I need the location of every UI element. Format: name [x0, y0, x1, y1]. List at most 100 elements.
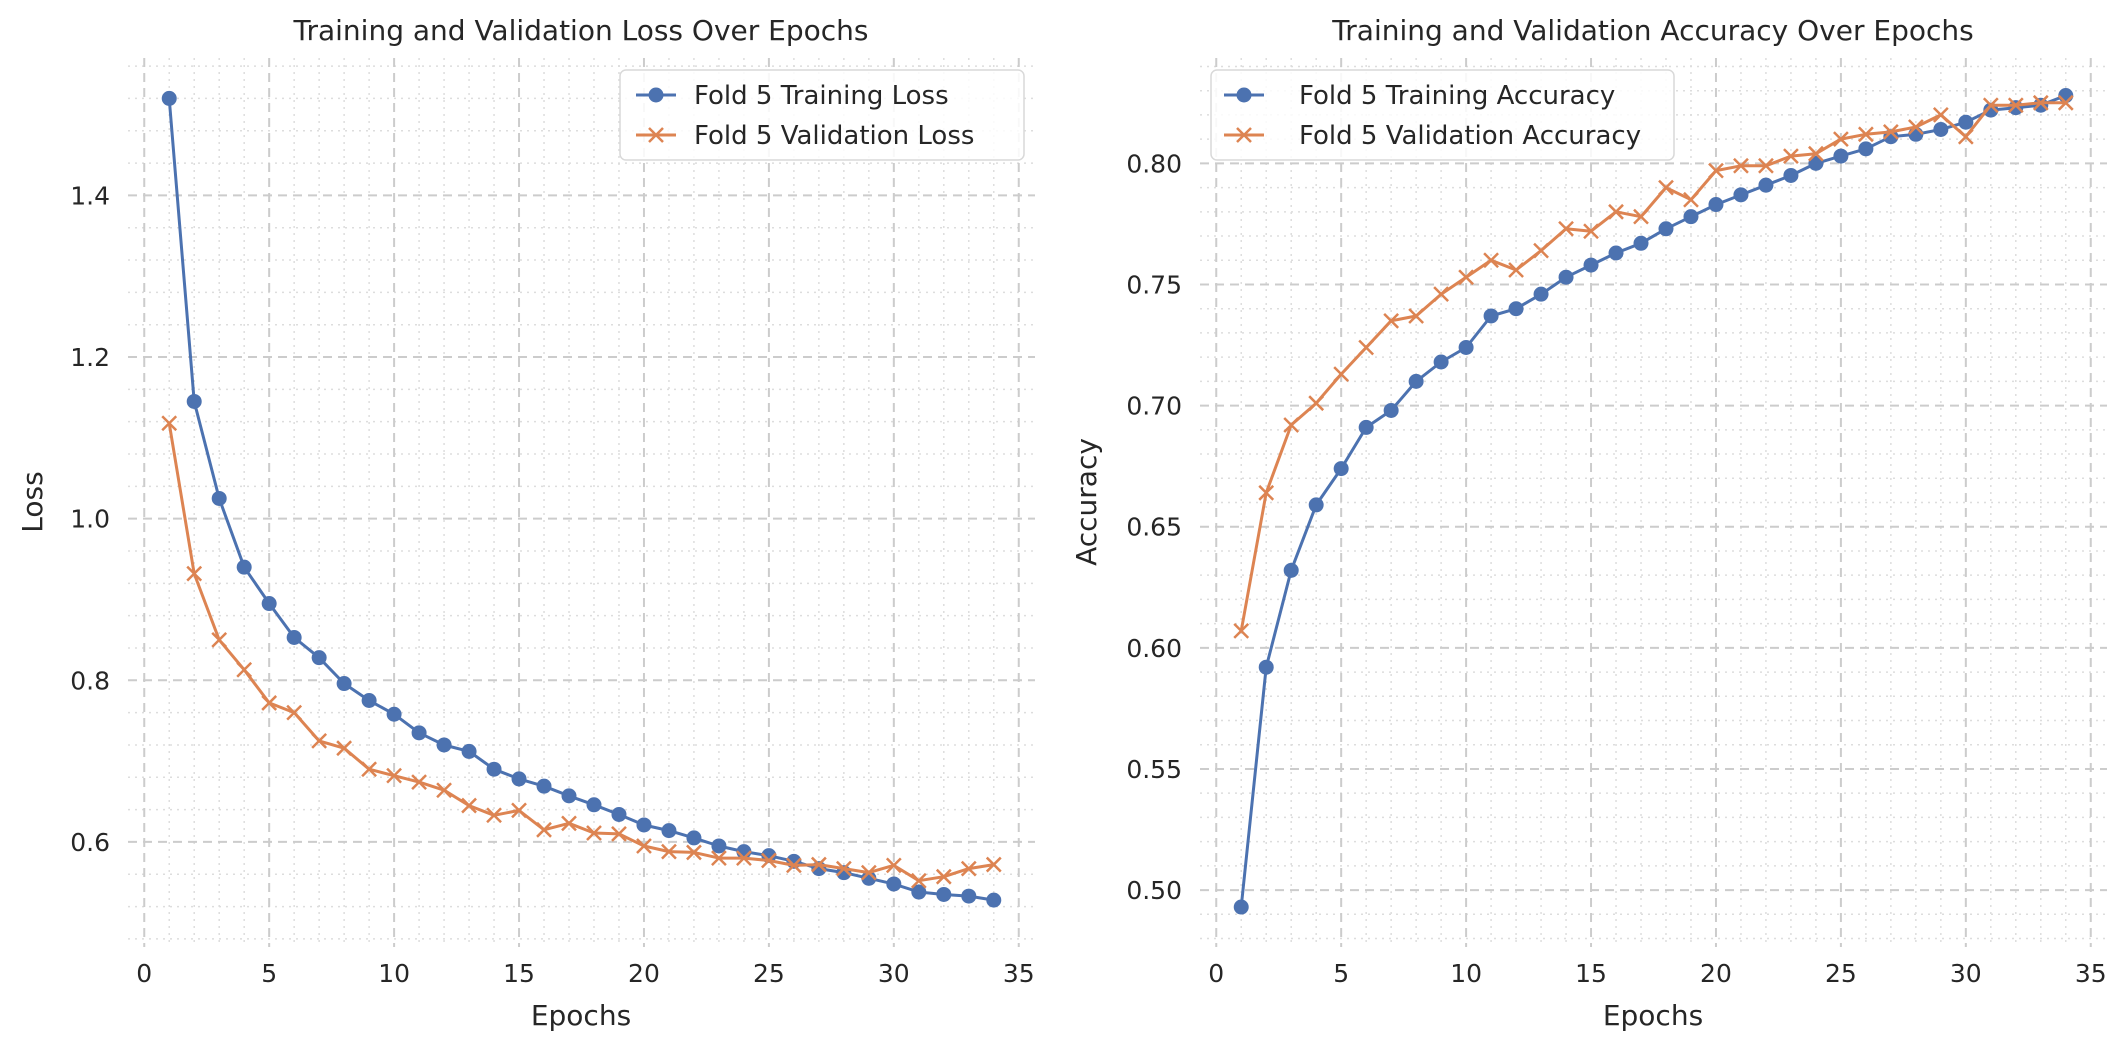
x-tick-label: 25: [753, 959, 785, 988]
accuracy-series: [1233, 88, 2074, 915]
data-point-training: [1858, 141, 1874, 157]
data-point-validation: [161, 415, 178, 432]
data-point-validation: [386, 767, 402, 784]
data-point-training: [1933, 121, 1949, 137]
data-point-training: [1708, 197, 1724, 213]
loss-series: [161, 90, 1002, 908]
x-tick-label: 0: [1208, 959, 1224, 988]
x-tick-label: 30: [878, 959, 910, 988]
data-point-validation: [686, 844, 702, 861]
data-point-training: [1433, 354, 1449, 370]
data-point-validation: [361, 761, 378, 778]
data-point-validation: [261, 695, 278, 711]
legend-item-training-accuracy: Fold 5 Training Accuracy: [1224, 81, 1615, 111]
data-point-training: [2008, 100, 2024, 116]
legend-circle-marker-icon: [648, 87, 664, 103]
data-point-validation: [860, 864, 877, 881]
legend-x-marker-icon: [1236, 127, 1252, 143]
data-point-training: [1333, 461, 1349, 477]
data-point-validation: [561, 815, 577, 832]
y-tick-label: 0.60: [1126, 634, 1182, 663]
x-tick-label: 15: [503, 959, 535, 988]
data-point-validation: [411, 774, 427, 791]
data-point-training: [1383, 402, 1399, 418]
loss-legend: Fold 5 Training Loss Fold 5 Validation L…: [619, 69, 1025, 161]
accuracy-series-line-training: [1239, 94, 2067, 908]
data-point-validation: [1758, 157, 1774, 174]
data-point-validation: [736, 850, 752, 866]
data-point-training: [636, 817, 652, 833]
x-tick-label: 0: [136, 959, 152, 988]
data-point-training: [1283, 562, 1299, 578]
data-point-training: [1833, 148, 1849, 164]
data-point-validation: [1608, 203, 1624, 220]
data-point-validation: [810, 856, 827, 873]
data-point-validation: [586, 825, 602, 841]
accuracy-series-line-validation: [1239, 101, 2066, 632]
accuracy-legend: Fold 5 Training Accuracy Fold 5 Validati…: [1210, 69, 1675, 161]
data-point-validation: [1833, 131, 1849, 148]
data-point-validation: [1358, 339, 1375, 356]
legend-label-training-loss: Fold 5 Training Loss: [694, 81, 949, 111]
data-point-training: [236, 559, 252, 575]
y-tick-label: 0.55: [1126, 755, 1182, 784]
data-point-training: [561, 788, 577, 804]
legend-x-marker-icon: [648, 127, 664, 143]
data-point-validation: [1907, 119, 1924, 135]
accuracy-chart-title: Training and Validation Accuracy Over Ep…: [1331, 14, 1973, 47]
y-tick-label: 1.0: [70, 505, 110, 534]
data-point-validation: [1982, 97, 1999, 114]
data-point-training: [1783, 167, 1799, 183]
loss-series-line-validation: [167, 423, 995, 883]
data-point-training: [461, 743, 477, 759]
legend-item-validation-accuracy: Fold 5 Validation Accuracy: [1224, 121, 1641, 151]
loss-y-tick-labels: 0.6 0.8 1.0 1.2 1.4: [70, 181, 110, 857]
data-point-validation: [1558, 220, 1574, 237]
data-point-validation: [1733, 157, 1749, 174]
accuracy-gridlines: [1200, 58, 2107, 947]
data-point-training: [286, 629, 302, 645]
loss-chart-title: Training and Validation Loss Over Epochs: [292, 14, 868, 47]
data-point-training: [186, 393, 202, 409]
data-point-training: [1733, 187, 1749, 203]
data-point-validation: [1957, 128, 1974, 145]
data-point-validation: [1383, 312, 1400, 329]
data-point-validation: [1433, 286, 1450, 303]
loss-gridlines: [128, 58, 1035, 947]
data-point-validation: [1233, 623, 1250, 639]
y-tick-label: 0.50: [1126, 876, 1182, 905]
data-point-validation: [1882, 123, 1899, 140]
data-point-training: [861, 870, 877, 886]
data-point-validation: [1333, 366, 1350, 382]
loss-x-tick-labels: 0 5 10 15 20 25 30 35: [136, 959, 1034, 988]
y-tick-label: 0.8: [70, 666, 110, 695]
data-point-validation: [1483, 252, 1499, 269]
data-point-training: [511, 771, 527, 787]
data-point-training: [886, 876, 902, 892]
data-point-training: [1458, 339, 1474, 355]
data-point-validation: [1857, 126, 1874, 143]
data-point-training: [1808, 155, 1824, 171]
accuracy-x-tick-labels: 0 5 10 15 20 25 30 35: [1208, 959, 2106, 988]
data-point-validation: [1808, 145, 1824, 162]
data-point-validation: [785, 857, 802, 874]
data-point-validation: [1283, 417, 1300, 433]
legend-item-validation-loss: Fold 5 Validation Loss: [636, 121, 974, 151]
data-point-training: [1258, 659, 1274, 675]
data-point-validation: [1583, 223, 1599, 240]
data-point-training: [1558, 269, 1574, 285]
x-tick-label: 30: [1950, 959, 1982, 988]
data-point-training: [911, 884, 927, 900]
data-point-validation: [611, 825, 627, 842]
y-tick-label: 1.4: [70, 181, 110, 210]
data-point-training: [1533, 286, 1549, 302]
data-point-training: [161, 90, 177, 106]
x-tick-label: 20: [628, 959, 660, 988]
data-point-training: [1658, 221, 1674, 237]
data-point-validation: [211, 632, 228, 648]
data-point-training: [1408, 373, 1424, 389]
data-point-validation: [1258, 484, 1275, 501]
data-point-validation: [636, 838, 652, 854]
data-point-training: [961, 888, 977, 904]
